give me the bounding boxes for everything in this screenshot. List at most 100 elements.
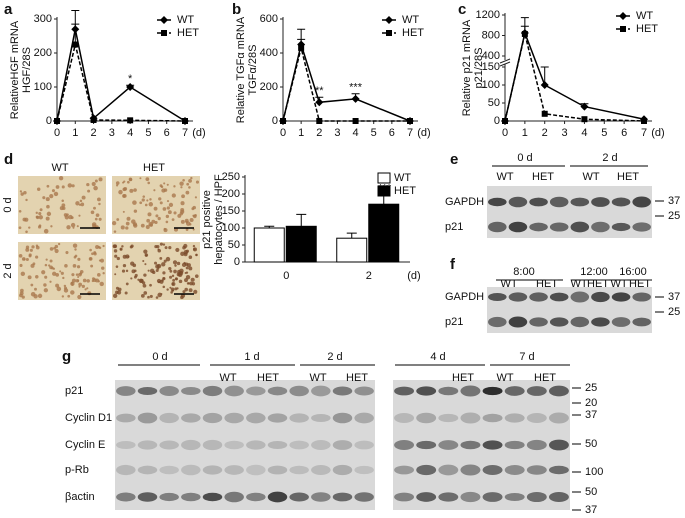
nucleus: [112, 293, 118, 298]
nucleus: [95, 213, 100, 218]
marker: [54, 118, 60, 124]
blot-marker-label: 100: [585, 466, 603, 478]
nucleus: [44, 263, 48, 267]
nucleus: [93, 206, 96, 210]
blot-row-label: p-Rb: [65, 464, 89, 476]
nucleus: [140, 223, 145, 228]
y-axis-label: p21 positive: [201, 190, 213, 249]
y-tick-label: 400: [482, 50, 500, 62]
nucleus: [49, 259, 53, 263]
nucleus: [75, 201, 80, 206]
blot-group-label: 1 d: [244, 351, 259, 363]
blot-lane-label: WT: [496, 372, 513, 384]
blot-band: [246, 492, 266, 502]
nucleus: [35, 215, 39, 219]
blot-band: [246, 412, 266, 424]
micrograph-column-label: HET: [143, 162, 165, 174]
nucleus: [144, 203, 148, 207]
nucleus: [123, 180, 126, 183]
blot-band: [159, 412, 179, 424]
nucleus: [71, 273, 75, 277]
y-axis-label: RelativeHGF mRNA: [9, 20, 21, 119]
nucleus: [143, 249, 148, 254]
blot-marker-label: 20: [585, 397, 597, 409]
nucleus: [194, 196, 198, 199]
nucleus: [180, 201, 185, 206]
y-axis-label: hepatocytes / HPF: [213, 174, 225, 265]
y-tick-label: 100: [222, 222, 240, 234]
blot-group-label: 12:00: [580, 266, 608, 278]
nucleus: [186, 263, 191, 268]
blot-marker-label: 37: [668, 195, 680, 207]
nucleus: [21, 257, 26, 261]
nucleus: [171, 274, 175, 278]
nucleus: [19, 293, 23, 298]
blot-band: [116, 413, 136, 423]
blot-band: [549, 292, 569, 302]
blot-band: [137, 492, 158, 502]
nucleus: [55, 273, 60, 277]
blot-marker-label: 37: [668, 291, 680, 303]
nucleus: [71, 283, 74, 286]
nucleus: [173, 269, 177, 274]
series-line: [504, 33, 645, 122]
annotation: **: [315, 85, 324, 97]
nucleus: [176, 261, 181, 266]
blot-band: [224, 465, 244, 475]
nucleus: [189, 281, 193, 286]
x-tick-label: 5: [371, 127, 377, 139]
nucleus: [18, 254, 23, 258]
nucleus: [18, 210, 22, 213]
nucleus: [174, 264, 177, 267]
blot-band: [289, 413, 309, 423]
nucleus: [122, 194, 126, 198]
blot-band: [526, 465, 547, 475]
nucleus: [86, 279, 90, 283]
nucleus: [149, 198, 152, 201]
x-tick-label: 4: [127, 127, 133, 139]
blot-band: [508, 196, 528, 208]
blot-band: [267, 440, 288, 450]
blot-band: [438, 386, 459, 396]
nucleus: [121, 245, 124, 248]
nucleus: [149, 294, 153, 298]
blot-band: [181, 386, 201, 396]
x-axis-label: (d): [407, 270, 420, 282]
nucleus: [102, 244, 105, 248]
nucleus: [98, 217, 102, 221]
blot-band: [488, 221, 507, 233]
blot-band: [591, 221, 610, 233]
nucleus: [180, 219, 185, 224]
x-tick-label: 0: [283, 270, 289, 282]
blot-band: [438, 464, 459, 476]
nucleus: [97, 273, 101, 277]
nucleus: [89, 248, 92, 252]
nucleus: [86, 287, 89, 290]
blot-marker-label: 25: [668, 306, 680, 318]
nucleus: [154, 220, 158, 224]
blot-band: [508, 316, 528, 328]
nucleus: [29, 248, 33, 252]
blot-marker-label: 25: [585, 382, 597, 394]
nucleus: [185, 220, 188, 224]
y-axis-label: p21/28S: [473, 48, 485, 89]
nucleus: [126, 216, 131, 221]
blot-band: [354, 465, 374, 475]
blot-row-label: p21: [445, 316, 463, 328]
nucleus: [68, 214, 73, 220]
nucleus: [161, 262, 166, 267]
nucleus: [183, 249, 189, 255]
nucleus: [78, 203, 82, 206]
legend-swatch: [377, 172, 391, 184]
marker: [619, 12, 627, 20]
y-axis-label: Relative TGFα mRNA: [235, 16, 247, 123]
nucleus: [166, 183, 169, 186]
blot-band: [526, 386, 547, 396]
nucleus: [117, 290, 122, 295]
blot-band: [394, 386, 415, 396]
nucleus: [71, 278, 77, 283]
nucleus: [180, 186, 183, 189]
nucleus: [142, 283, 147, 288]
nucleus: [93, 252, 97, 256]
blot-group-label: 16:00: [619, 266, 647, 278]
